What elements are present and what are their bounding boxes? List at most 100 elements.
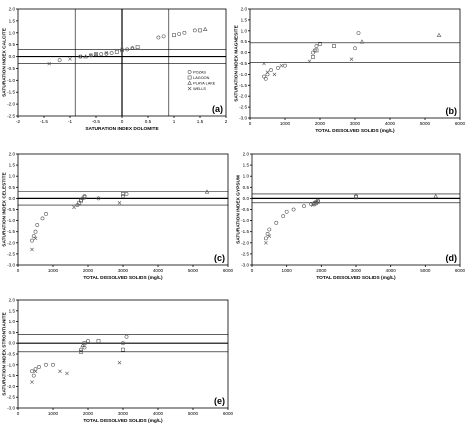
data-point-circle [302, 204, 306, 209]
data-point-circle [182, 30, 187, 35]
data-point-circle [31, 373, 36, 378]
data-point-circle [281, 214, 286, 219]
y-tick-label: -1.0 [7, 362, 15, 367]
y-tick-label: -2.0 [241, 240, 249, 245]
data-point-triangle [202, 26, 208, 31]
y-tick-label: -0.5 [241, 207, 249, 212]
y-tick-label: -1.5 [239, 83, 247, 88]
y-tick-label: -0.5 [7, 66, 15, 71]
data-point-square [314, 48, 319, 53]
data-point-circle [124, 334, 129, 339]
data-point-x [307, 59, 312, 64]
x-axis-title: TOTAL DISSOLVED SOLIDS (mg/L) [83, 275, 163, 281]
data-point-x [30, 380, 34, 384]
y-tick-label: 1.5 [241, 17, 248, 22]
data-point-x [117, 201, 122, 205]
y-tick-label: -0.5 [7, 352, 15, 357]
x-tick-label: 4000 [385, 121, 396, 126]
x-tick-label: -1.5 [40, 119, 48, 124]
y-tick-label: 1.5 [9, 163, 16, 168]
panel-label: (b) [446, 106, 458, 116]
x-tick-label: 0 [17, 411, 20, 416]
y-tick-label: -3.0 [7, 263, 15, 268]
y-tick-label: 0.0 [9, 341, 16, 346]
data-point-circle [121, 194, 125, 199]
y-tick-label: 1.0 [241, 28, 248, 33]
y-tick-label: -1.0 [7, 78, 15, 83]
x-tick-label: 6000 [223, 411, 234, 416]
y-tick-label: -2.0 [7, 102, 15, 107]
data-point-circle [57, 58, 62, 63]
x-tick-label: 0 [121, 119, 124, 124]
data-point-square [318, 41, 322, 46]
x-tick-label: 6000 [455, 268, 466, 273]
y-tick-label: 1.5 [9, 308, 16, 313]
data-point-x [310, 203, 315, 207]
data-point-circle [263, 76, 268, 81]
x-tick-label: 5000 [420, 268, 431, 273]
data-point-circle [79, 347, 83, 352]
x-tick-label: 5000 [420, 121, 431, 126]
plot-frame [17, 299, 229, 409]
y-tick-label: 2.0 [241, 7, 248, 12]
y-tick-label: -1.5 [7, 373, 15, 378]
data-point-x [264, 240, 268, 245]
data-point-circle [96, 196, 101, 201]
data-point-square [172, 33, 176, 38]
x-tick-label: 3000 [350, 121, 361, 126]
data-point-circle [35, 223, 40, 227]
data-point-triangle [130, 45, 135, 50]
x-tick-label: 1000 [280, 121, 291, 126]
x-tick-label: 1000 [282, 268, 293, 273]
data-point-circle [44, 212, 48, 216]
data-point-circle [30, 238, 34, 243]
chart-panel-c: 0 1000 2000 3000 4000 5000 6000 -3.0 -2.5 -2.0 -1.… [2, 152, 234, 282]
data-point-x [72, 205, 76, 210]
y-tick-label: -2.0 [7, 240, 15, 245]
data-point-square [121, 192, 125, 196]
data-point-circle [314, 44, 319, 48]
y-tick-label: 1.0 [9, 319, 16, 324]
y-tick-label: 2.0 [243, 152, 250, 157]
y-tick-label: 2.0 [9, 7, 16, 12]
chart-panel-d: 0 1000 2000 3000 4000 5000 6000 -3.0 -2.5 -2.0 -1.… [236, 152, 466, 282]
data-point-circle [109, 51, 114, 55]
x-tick-label: 3000 [118, 411, 129, 416]
y-axis-title: SATURATION INDEX GYPSUM [236, 175, 242, 244]
x-tick-label: 2 [225, 119, 228, 124]
data-point-x [94, 52, 98, 56]
data-point-x [262, 61, 266, 66]
data-point-circle [88, 53, 93, 58]
data-point-circle [192, 28, 197, 33]
data-point-circle [284, 209, 289, 214]
data-point-circle [33, 367, 38, 372]
data-point-square [94, 52, 98, 57]
data-point-circle [82, 194, 87, 199]
y-tick-label: 1.0 [9, 174, 16, 179]
y-tick-label: -0.5 [239, 61, 247, 66]
data-point-circle [291, 207, 296, 212]
data-point-circle [125, 47, 130, 52]
data-point-circle [121, 341, 125, 346]
data-point-x [120, 47, 124, 52]
x-tick-label: 4000 [386, 268, 397, 273]
y-tick-label: -3.0 [239, 116, 247, 121]
x-axis-title: TOTAL DISSOLVED SOLIDS (mg/L) [315, 128, 395, 134]
y-tick-label: 0.0 [9, 54, 16, 59]
x-axis-title: TOTAL DISSOLVED SOLIDS (mg/L) [316, 275, 396, 281]
y-tick-label: 1.0 [243, 174, 250, 179]
data-point-circle [99, 52, 104, 57]
data-point-triangle [80, 342, 86, 348]
y-tick-label: -2.5 [7, 395, 15, 400]
data-point-circle [51, 362, 55, 367]
plot-frame [249, 8, 461, 119]
x-tick-label: 1000 [48, 411, 59, 416]
data-point-circle [311, 50, 315, 55]
data-point-x [65, 371, 69, 376]
chart-panel-a: -2 -1.5 -1 -0.5 0 0.5 1 1.5 2 -2.5 -2.0 -1.5 -1.0 -0.… [2, 7, 228, 133]
y-tick-label: -3.0 [241, 263, 249, 268]
legend-marker-triangle [187, 80, 192, 85]
data-point-circle [267, 227, 272, 232]
data-point-x [30, 247, 34, 252]
y-tick-label: -1.0 [7, 218, 15, 223]
